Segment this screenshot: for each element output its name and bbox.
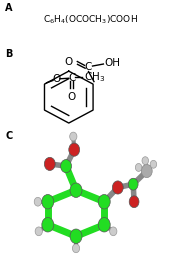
Circle shape xyxy=(34,197,41,206)
Text: O: O xyxy=(68,92,76,102)
Text: A: A xyxy=(5,3,12,13)
Circle shape xyxy=(110,227,117,236)
Text: C: C xyxy=(5,131,12,141)
Text: C$_6$H$_4$(OCOCH$_3$)COOH: C$_6$H$_4$(OCOCH$_3$)COOH xyxy=(43,14,137,27)
Circle shape xyxy=(35,227,42,236)
Text: C: C xyxy=(85,62,92,72)
Circle shape xyxy=(70,132,77,141)
Circle shape xyxy=(72,244,80,253)
Circle shape xyxy=(141,164,152,178)
Circle shape xyxy=(98,194,110,209)
Circle shape xyxy=(70,183,82,198)
Circle shape xyxy=(42,218,54,232)
Circle shape xyxy=(142,157,149,165)
Circle shape xyxy=(61,160,71,173)
Text: O: O xyxy=(64,57,72,67)
Circle shape xyxy=(135,163,142,171)
Circle shape xyxy=(112,181,123,194)
Circle shape xyxy=(69,143,80,156)
Circle shape xyxy=(70,229,82,244)
Circle shape xyxy=(150,160,157,168)
Circle shape xyxy=(44,157,55,170)
Circle shape xyxy=(42,194,54,209)
Text: O: O xyxy=(52,74,60,84)
Circle shape xyxy=(129,196,139,208)
Text: CH$_3$: CH$_3$ xyxy=(84,71,106,84)
Circle shape xyxy=(128,178,138,190)
Circle shape xyxy=(98,218,110,232)
Text: OH: OH xyxy=(105,58,121,68)
Text: C: C xyxy=(68,73,75,83)
Text: B: B xyxy=(5,49,12,59)
